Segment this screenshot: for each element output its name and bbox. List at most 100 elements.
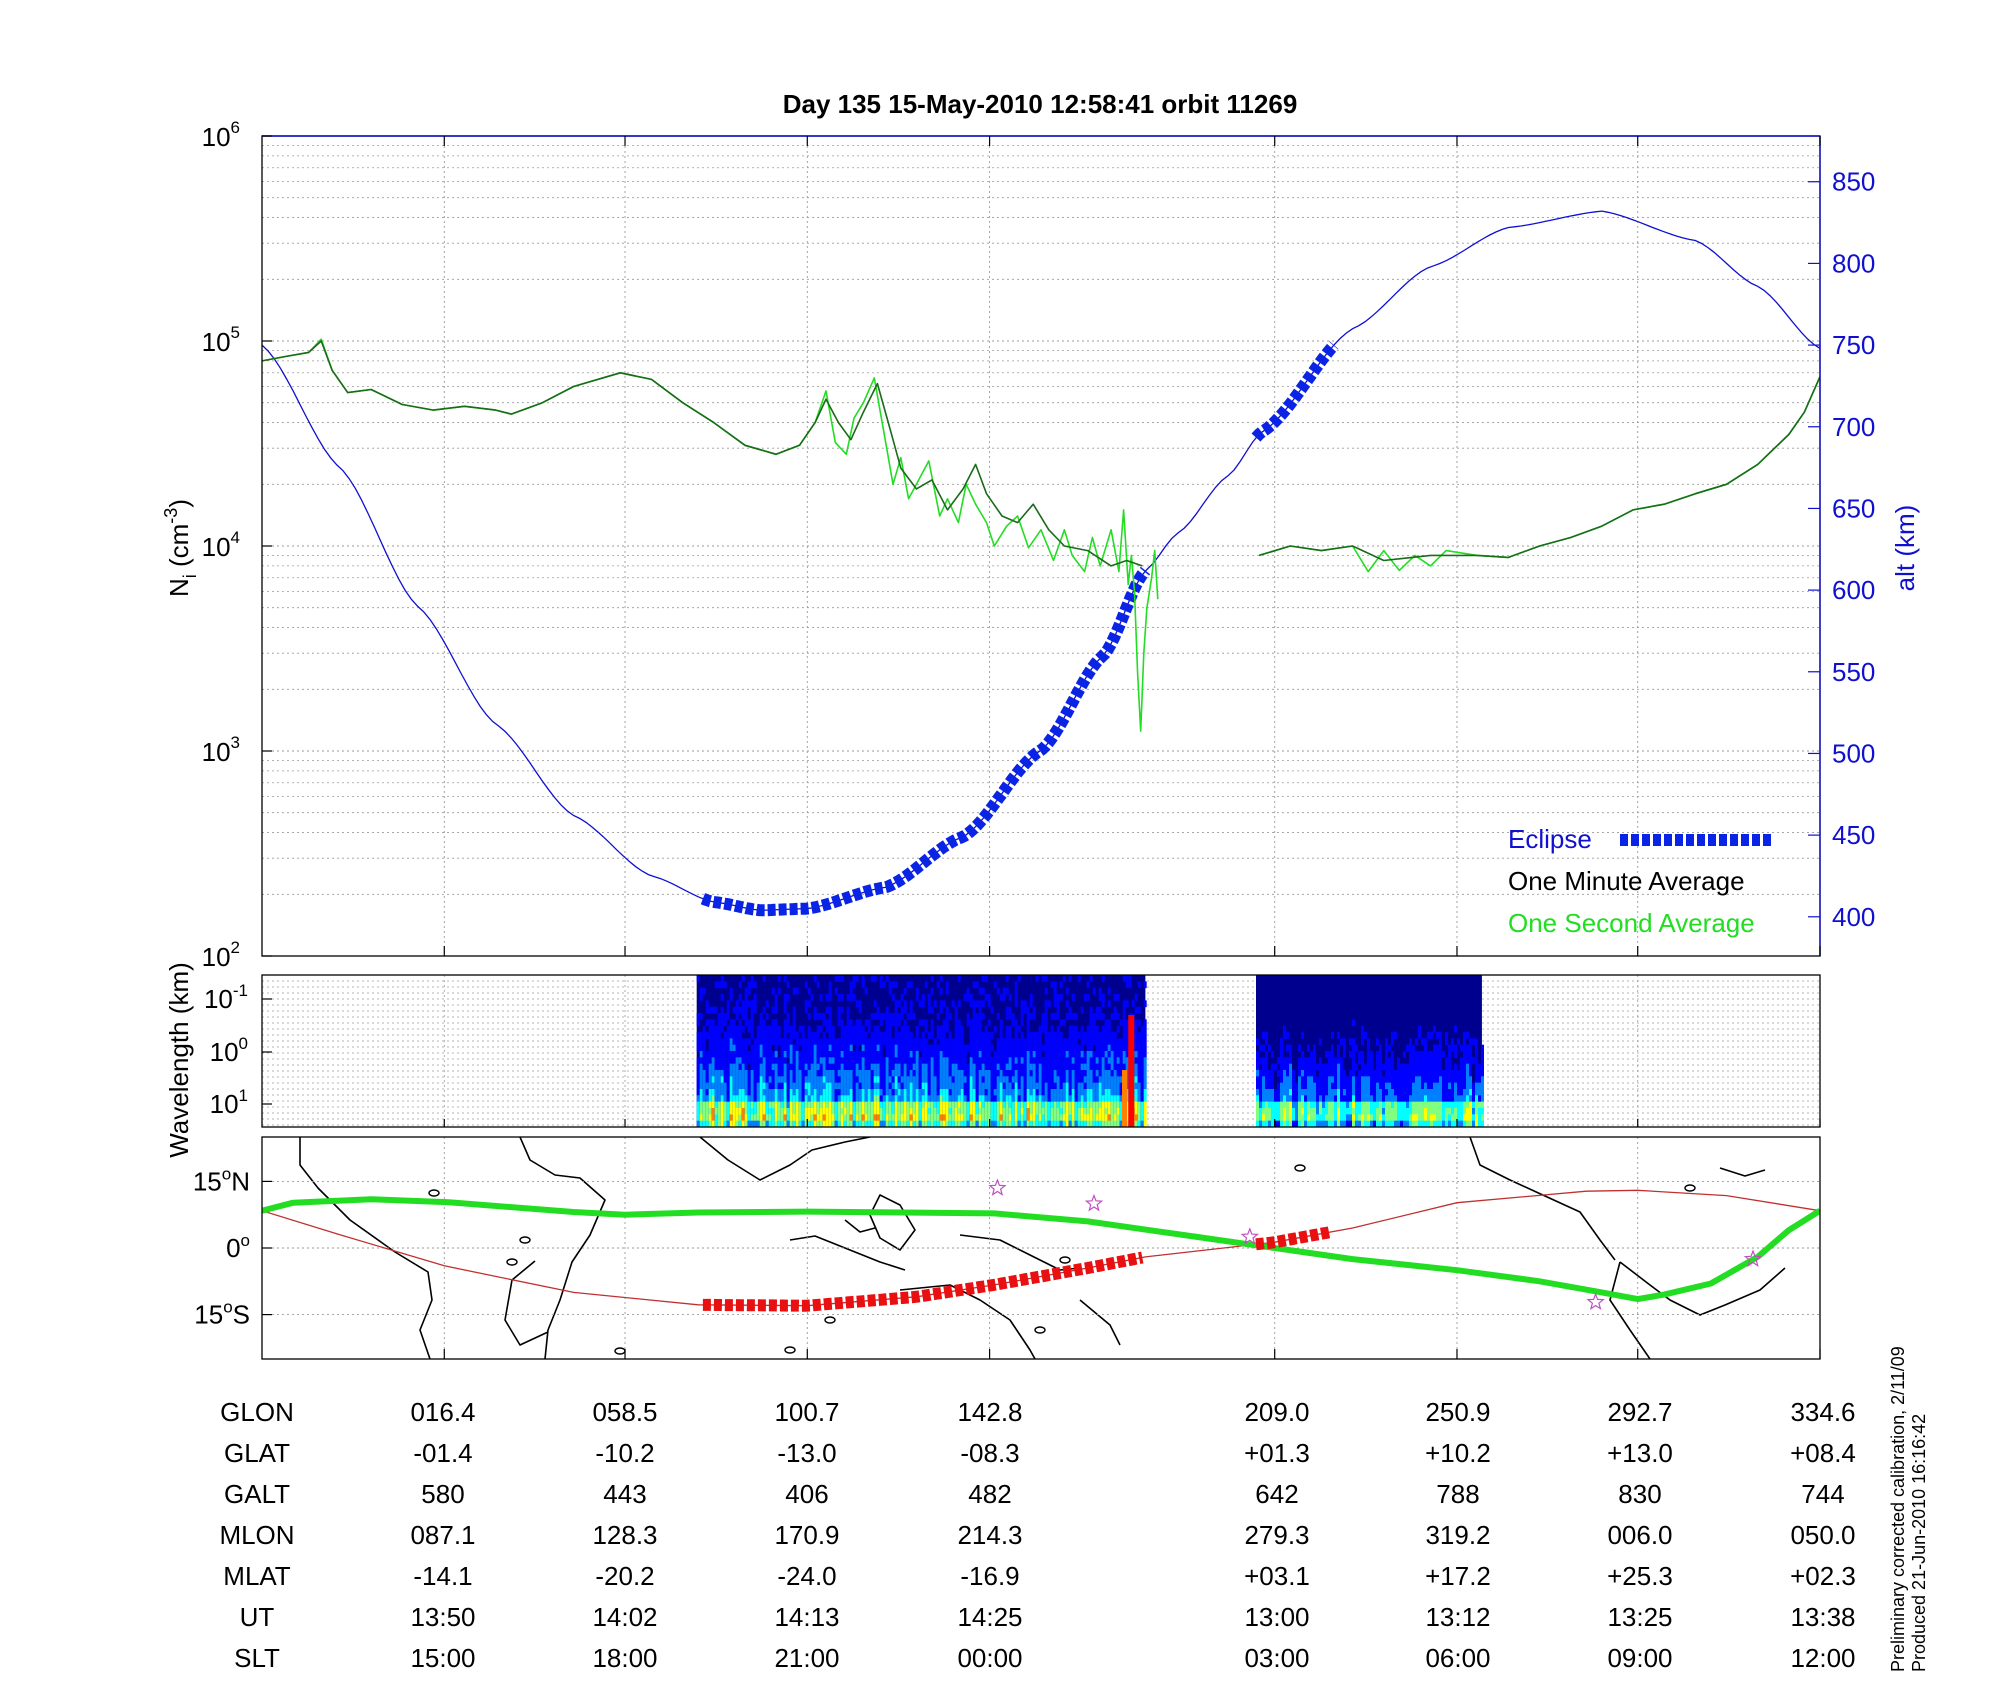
spectrogram-cell [1343,1044,1347,1052]
spectrogram-cell [1445,1063,1449,1071]
spectrogram-cell [1035,1114,1039,1122]
spectrogram-cell [1047,1063,1051,1071]
spectrogram-cell [795,1101,799,1109]
spectrogram-cell [849,1089,853,1096]
spectrogram-cell [1050,1057,1054,1065]
spectrogram-cell [1137,1095,1141,1103]
spectrogram-cell [1376,1101,1380,1109]
spectrogram-cell [750,981,754,989]
spectrogram-cell [804,1044,808,1052]
spectrogram-cell [957,1095,961,1103]
spectrogram-cell [891,1070,895,1077]
spectrogram-cell [981,1089,985,1096]
spectrogram-cell [1134,1070,1138,1077]
spectrogram-cell [1298,1057,1302,1065]
spectrogram-cell [741,1038,745,1046]
spectrogram-cell [1008,1057,1012,1065]
spectrogram-cell [1283,1114,1287,1122]
spectrogram-cell [756,1051,760,1058]
spectrogram-cell [924,1095,928,1103]
spectrogram-cell [1379,1095,1383,1103]
spectrogram-cell [1011,1013,1015,1020]
spectrogram-cell [882,1038,886,1046]
spectrogram-cell [1448,1108,1452,1115]
spectrogram-cell [816,1089,820,1096]
island [1059,1256,1071,1264]
spectrogram-cell [1095,1063,1099,1071]
spectrogram-cell [798,1108,802,1115]
spectrogram-cell [990,1114,994,1122]
spectrogram-cell [780,1095,784,1103]
spectrogram-cell [1388,1108,1392,1115]
spectrogram-cell [1424,1038,1428,1046]
spectrogram-cell [852,1051,856,1058]
spectrogram-cell [1005,1108,1009,1115]
spectrogram-cell [903,1101,907,1109]
spectrogram-cell [1256,1120,1260,1127]
spectrogram-cell [1454,1025,1458,1033]
spectrogram-cell [786,1076,790,1084]
spectrogram-cell [1268,1120,1272,1127]
spectrogram-cell [948,1076,952,1084]
spectrogram-cell [1400,1120,1404,1127]
spectrogram-cell [825,1082,829,1090]
spectrogram-cell [774,1095,778,1103]
spectrogram-cell [705,1101,709,1109]
spectrogram-cell [960,1051,964,1058]
spectrogram-cell [717,1038,721,1046]
spectrogram-cell [915,1089,919,1096]
spectrogram-cell [807,1120,811,1127]
spectrogram-cell [804,1070,808,1077]
spectrogram-cell [1011,1063,1015,1071]
spectrogram-cell [1433,1076,1437,1084]
spectrogram-y-tick-label: 10-1 [204,981,248,1014]
spectrogram-cell [1310,1108,1314,1115]
spectrogram-cell [846,1070,850,1077]
spectrogram-cell [1265,1095,1269,1103]
spectrogram-cell [756,1114,760,1122]
spectrogram-cell [1053,1076,1057,1084]
spectrogram-cell [810,1082,814,1090]
spectrogram-cell [774,1006,778,1014]
spectrogram-cell [924,1038,928,1046]
spectrogram-cell [975,1101,979,1109]
spectrogram-cell [1388,1082,1392,1090]
spectrogram-cell [978,1025,982,1033]
spectrogram-cell [1050,1070,1054,1077]
spectrogram-cell [1023,1095,1027,1103]
spectrogram-cell [1134,1108,1138,1115]
spectrogram-cell [951,1063,955,1071]
spectrogram-cell [1418,1101,1422,1109]
spectrogram-cell [813,1032,817,1039]
spectrogram-cell [1074,1101,1078,1109]
spectrogram-cell [891,1095,895,1103]
spectrogram-cell [849,1076,853,1084]
spectrogram-cell [1409,1038,1413,1046]
spectrogram-cell [750,975,754,982]
spectrogram-cell [1349,1070,1353,1077]
spectrogram-cell [1047,1108,1051,1115]
spectrogram-cell [1256,1070,1260,1077]
spectrogram-cell [1319,1114,1323,1122]
spectrogram-cell [1322,1095,1326,1103]
spectrogram-cell [1424,1108,1428,1115]
spectrogram-cell [882,1063,886,1071]
spectrogram-cell [834,1076,838,1084]
spectrogram-cell [702,1038,706,1046]
spectrogram-cell [711,1019,715,1027]
spectrogram-cell [1391,1076,1395,1084]
spectrogram-cell [963,1082,967,1090]
spectrogram-cell [1011,1108,1015,1115]
spectrogram-cell [792,1101,796,1109]
spectrogram-cell [726,1114,730,1122]
spectrogram-cell [753,1000,757,1008]
spectrogram-cell [840,1108,844,1115]
spectrogram-cell [1071,1025,1075,1033]
spectrogram-cell [963,1044,967,1052]
spectrogram-cell [1083,1057,1087,1065]
spectrogram-cell [714,1108,718,1115]
spectrogram-cell [1265,1114,1269,1122]
spectrogram-cell [1421,1076,1425,1084]
spectrogram-cell [1289,1114,1293,1122]
